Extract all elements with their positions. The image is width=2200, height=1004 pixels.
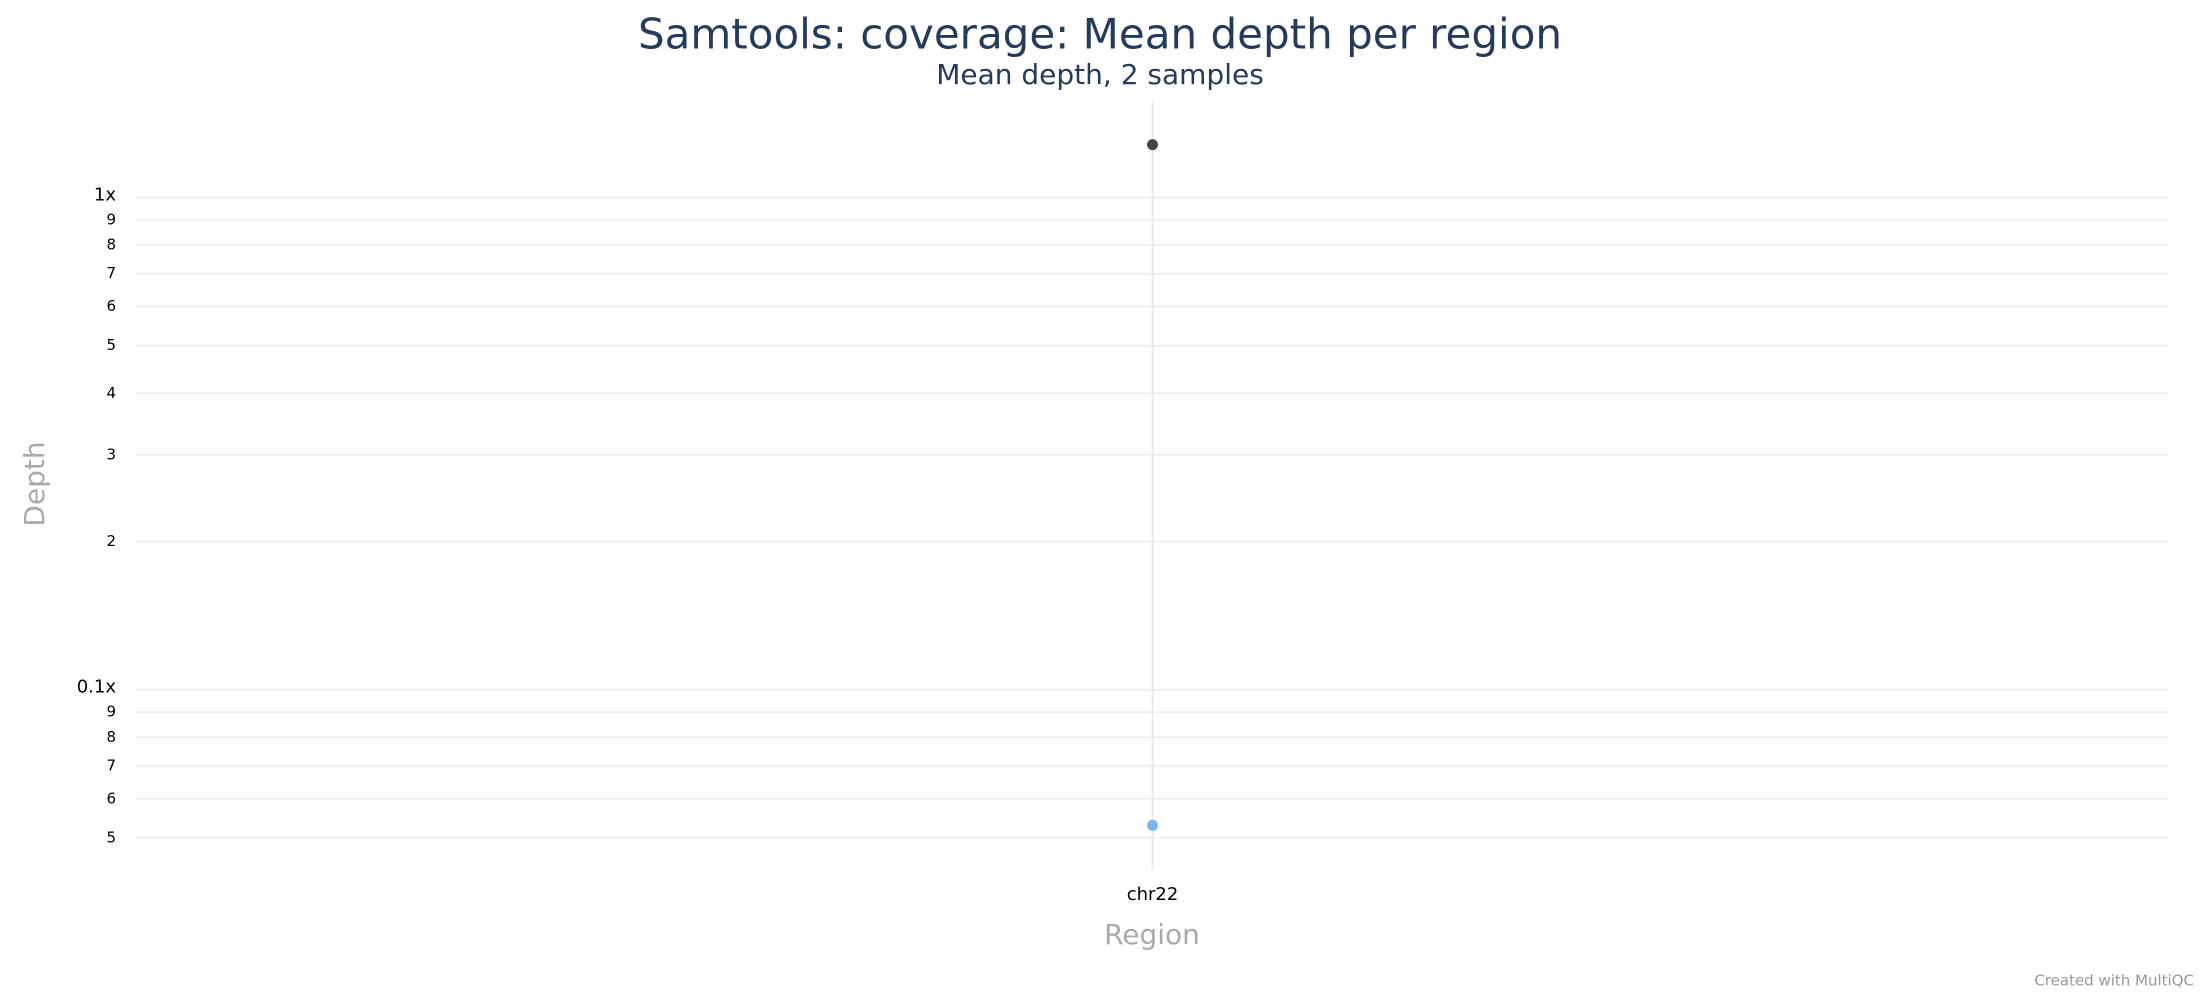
- y-tick-label: 5: [106, 336, 116, 354]
- y-tick-label: 9: [106, 210, 116, 228]
- y-tick-label: 3: [106, 445, 116, 463]
- y-tick-label: 1x: [94, 184, 116, 205]
- chart-subtitle: Mean depth, 2 samples: [936, 58, 1264, 91]
- y-tick-label: 9: [106, 703, 116, 721]
- y-tick-label: 2: [106, 532, 116, 550]
- y-tick-label: 7: [106, 756, 116, 774]
- y-axis-label: Depth: [18, 441, 51, 526]
- y-tick-label: 4: [106, 384, 116, 402]
- y-tick-label: 7: [106, 264, 116, 282]
- chart-title: Samtools: coverage: Mean depth per regio…: [638, 10, 1562, 59]
- y-tick-label: 5: [106, 828, 116, 846]
- y-tick-label: 6: [106, 297, 116, 315]
- x-axis-label: Region: [1104, 918, 1200, 951]
- footer: Created with MultiQC: [2034, 972, 2194, 990]
- point: [1147, 819, 1158, 831]
- y-tick-label: 0.1x: [77, 677, 117, 698]
- y-tick-label: 8: [106, 728, 116, 746]
- point: [1147, 139, 1158, 151]
- x-tick-label: chr22: [1127, 884, 1179, 905]
- y-tick-label: 6: [106, 789, 116, 807]
- y-tick-label: 8: [106, 236, 116, 254]
